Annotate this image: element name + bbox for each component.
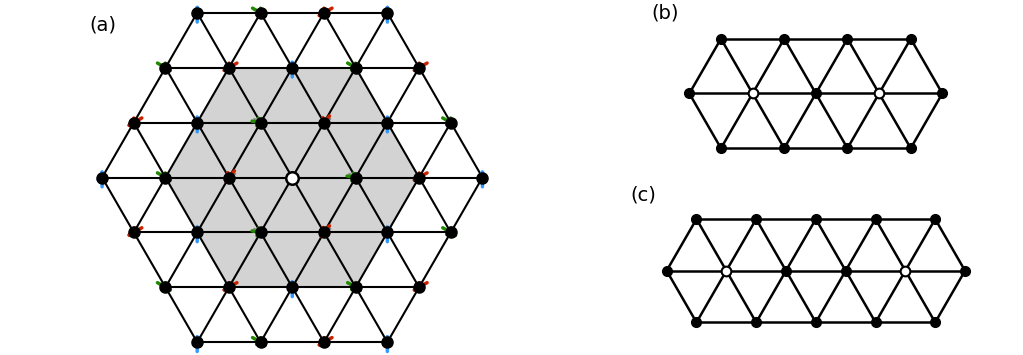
Polygon shape (166, 68, 419, 287)
Text: (c): (c) (631, 185, 657, 204)
Text: (a): (a) (89, 16, 117, 35)
Text: (b): (b) (652, 4, 679, 23)
